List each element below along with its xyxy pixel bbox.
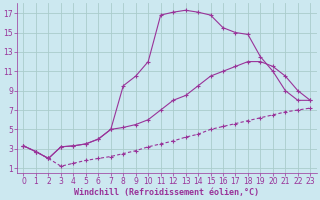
X-axis label: Windchill (Refroidissement éolien,°C): Windchill (Refroidissement éolien,°C) xyxy=(74,188,260,197)
